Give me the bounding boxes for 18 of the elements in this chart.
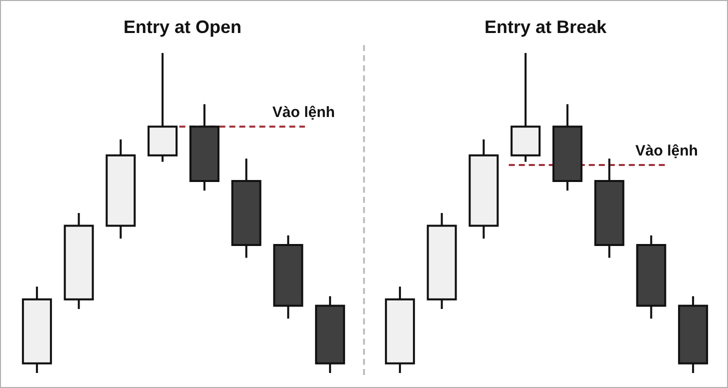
ref-line-label: Vào lệnh bbox=[635, 142, 698, 160]
candlestick bbox=[22, 286, 52, 374]
candlestick bbox=[468, 138, 499, 240]
candlestick bbox=[189, 103, 220, 192]
candlestick bbox=[636, 234, 666, 320]
candlestick bbox=[106, 138, 136, 240]
candlestick bbox=[594, 158, 624, 259]
candlestick bbox=[426, 212, 457, 310]
chart-title: Entry at Open bbox=[122, 16, 243, 39]
candlestick bbox=[231, 158, 262, 259]
candlestick bbox=[678, 295, 708, 374]
candlestick bbox=[315, 295, 346, 374]
candlestick bbox=[552, 103, 582, 192]
candlestick bbox=[64, 212, 94, 310]
candlestick bbox=[384, 286, 415, 374]
candlestick bbox=[273, 234, 304, 320]
chart-title: Entry at Break bbox=[483, 16, 608, 39]
ref-line-label: Vào lệnh bbox=[272, 104, 335, 122]
